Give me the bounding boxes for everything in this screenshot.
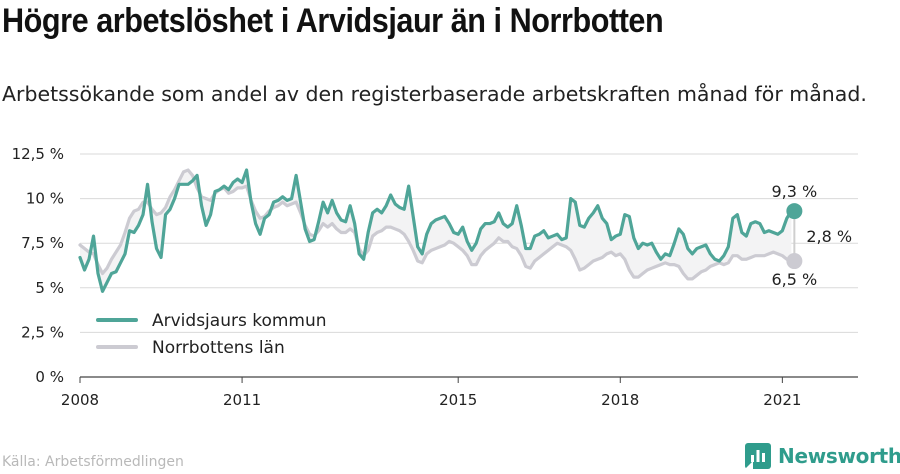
chart-title: Högre arbetslöshet i Arvidsjaur än i Nor…	[2, 2, 664, 40]
y-tick-label: 10 %	[26, 190, 64, 208]
end-point-arvidsjaur	[786, 203, 803, 220]
difference-band	[80, 170, 792, 292]
y-tick-label: 7,5 %	[21, 234, 64, 252]
end-point-norrbotten	[786, 253, 803, 270]
y-tick-label: 12,5 %	[12, 145, 64, 163]
brand-name: Newsworthy	[778, 444, 900, 468]
x-axis: 2008 2011 2015 2018 2021	[61, 377, 801, 409]
y-tick-label: 0 %	[35, 368, 64, 386]
x-tick-label: 2011	[223, 391, 261, 409]
series-lines	[78, 168, 793, 293]
x-tick-label: 2021	[763, 391, 801, 409]
legend-label: Arvidsjaurs kommun	[152, 311, 327, 331]
series-line-arvidsjaur	[78, 168, 793, 293]
x-tick-label: 2018	[601, 391, 639, 409]
y-axis-tick-labels: 0 % 2,5 % 5 % 7,5 % 10 % 12,5 %	[12, 145, 64, 386]
source-note: Källa: Arbetsförmedlingen	[2, 454, 184, 470]
y-tick-label: 5 %	[35, 279, 64, 297]
newsworthy-logo-icon	[745, 443, 771, 469]
y-tick-label: 2,5 %	[21, 323, 64, 341]
legend: Arvidsjaurs kommun Norrbottens län	[96, 311, 327, 358]
difference-area	[80, 170, 792, 292]
difference-label: 2,8 %	[806, 227, 852, 246]
end-value-label-arvidsjaur: 9,3 %	[771, 182, 817, 201]
newsworthy-brand: Newsworthy	[745, 440, 900, 472]
x-tick-label: 2008	[61, 391, 99, 409]
end-annotations: 9,3 % 6,5 % 2,8 %	[771, 182, 852, 289]
end-value-label-norrbotten: 6,5 %	[771, 270, 817, 289]
x-tick-label: 2015	[439, 391, 477, 409]
legend-label: Norrbottens län	[152, 338, 285, 358]
chart-subtitle: Arbetssökande som andel av den registerb…	[2, 82, 867, 106]
